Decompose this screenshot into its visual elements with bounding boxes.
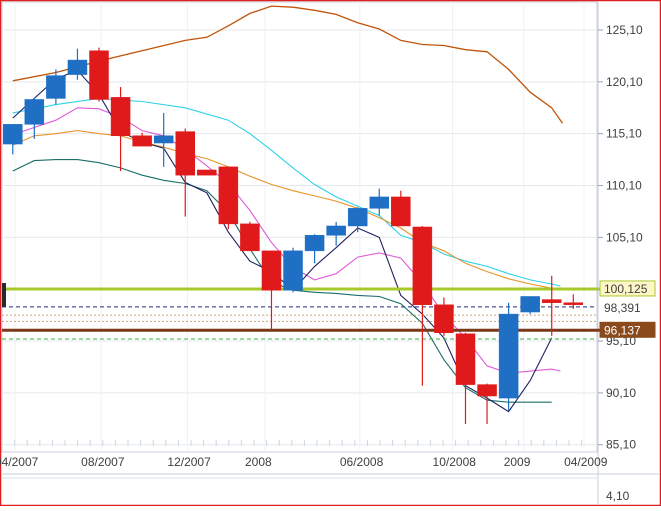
candle-down bbox=[218, 166, 239, 225]
x-tick-label: 04/2009 bbox=[564, 455, 608, 469]
left-edge-marker bbox=[2, 283, 6, 307]
candle-down bbox=[434, 304, 454, 334]
candle-down bbox=[391, 196, 411, 227]
candle-up bbox=[347, 208, 368, 227]
y-tick-label: 115,10 bbox=[606, 127, 642, 141]
price-tag-box bbox=[599, 280, 656, 297]
candle-up bbox=[46, 75, 66, 99]
y-tick-label: 85,10 bbox=[606, 438, 636, 452]
level-tags: 100,125 98,391 96,137 bbox=[599, 280, 656, 338]
candle-down bbox=[541, 299, 562, 303]
candle-up bbox=[304, 235, 325, 252]
candle-down bbox=[240, 223, 260, 252]
candle-up bbox=[153, 135, 174, 144]
indicator-line bbox=[12, 130, 552, 289]
price-tag-label: 98,391 bbox=[604, 301, 641, 315]
price-tag-label: 96,137 bbox=[604, 323, 641, 337]
x-tick-label: 12/2007 bbox=[167, 455, 211, 469]
x-tick-label: 06/2008 bbox=[340, 455, 384, 469]
candle-up bbox=[283, 250, 303, 291]
y-tick-label: 110,10 bbox=[606, 179, 642, 193]
y-tick-label: 105,10 bbox=[606, 230, 643, 244]
x-tick-label: 2008 bbox=[245, 455, 272, 469]
price-tag-box bbox=[599, 321, 656, 338]
x-tick-label: 04/2007 bbox=[0, 455, 39, 469]
candle-up bbox=[520, 296, 540, 313]
candle-down bbox=[563, 302, 584, 305]
candle-up bbox=[3, 124, 23, 145]
y-tick-label: 90,10 bbox=[606, 386, 636, 400]
candle-down bbox=[110, 97, 131, 137]
candle-down bbox=[477, 384, 497, 397]
x-tick-label: 08/2007 bbox=[81, 455, 125, 469]
candles bbox=[3, 47, 584, 425]
candle-up bbox=[326, 225, 346, 236]
y-tick-label: 125,10 bbox=[606, 23, 643, 37]
price-tag-label: 100,125 bbox=[604, 282, 648, 296]
candle-up bbox=[67, 59, 88, 75]
indicator-line bbox=[12, 97, 561, 287]
candle-down bbox=[455, 333, 476, 385]
price-tag-box bbox=[599, 299, 656, 316]
x-tick-label: 10/2008 bbox=[433, 455, 477, 469]
x-tick-label: 2009 bbox=[504, 455, 531, 469]
candle-down bbox=[89, 50, 109, 100]
candle-down bbox=[197, 169, 217, 176]
candle-up bbox=[498, 313, 519, 399]
candle-up bbox=[369, 196, 390, 209]
y-tick-label: 120,10 bbox=[606, 75, 643, 89]
candle-down bbox=[261, 250, 282, 291]
candle-down bbox=[132, 135, 152, 147]
candle-down bbox=[175, 131, 195, 176]
x-axis-ticks: 04/2007 08/2007 12/2007 2008 06/2008 10/2008 2… bbox=[0, 455, 608, 469]
indicator-line bbox=[12, 5, 564, 124]
candle-up bbox=[24, 99, 45, 125]
candle-down bbox=[412, 226, 433, 306]
lower-panel-tick-label: 4,10 bbox=[606, 489, 630, 503]
